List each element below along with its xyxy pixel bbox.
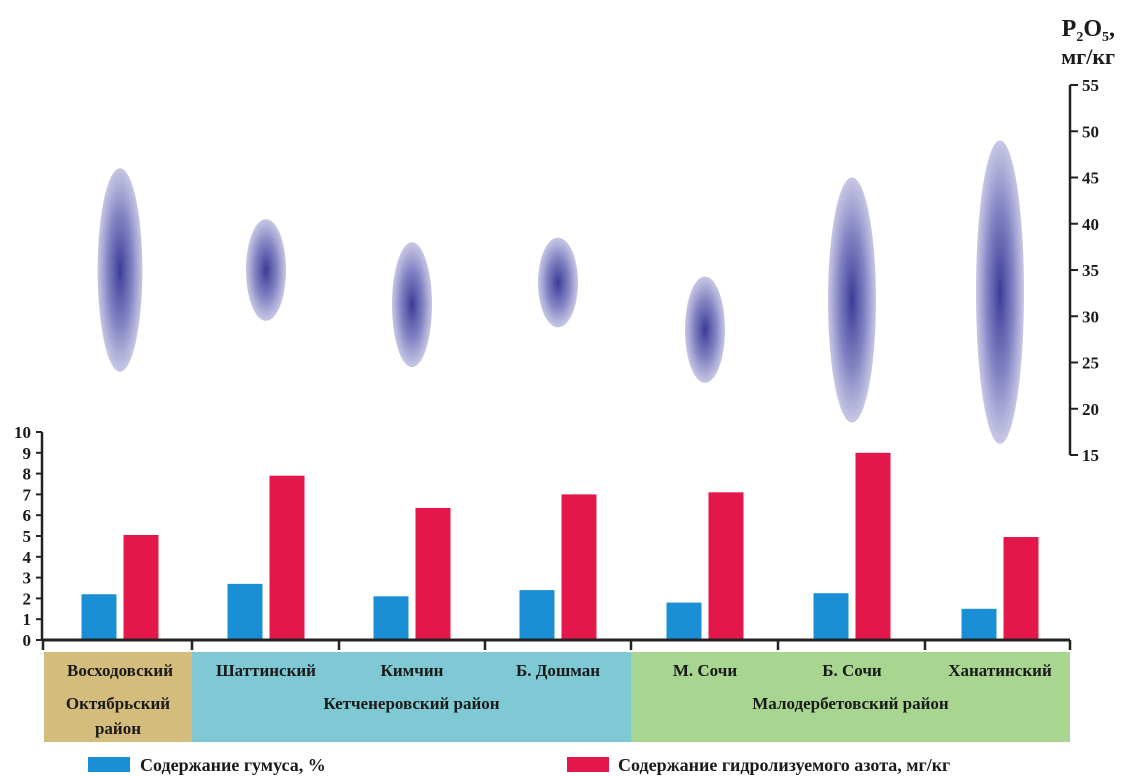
p2o5-range-ellipse bbox=[685, 276, 725, 383]
p2o5-range-ellipse bbox=[976, 140, 1024, 444]
right-tick-label: 15 bbox=[1082, 446, 1099, 465]
left-tick-label: 0 bbox=[23, 631, 32, 650]
humus-bar bbox=[519, 590, 555, 640]
right-tick-label: 20 bbox=[1082, 400, 1099, 419]
right-axis-title-part: , bbox=[1109, 16, 1115, 42]
right-tick-label: 45 bbox=[1082, 169, 1099, 188]
nitrogen-bar bbox=[123, 534, 159, 640]
nitrogen-bar bbox=[1003, 537, 1039, 640]
right-tick-label: 25 bbox=[1082, 354, 1099, 373]
district-box bbox=[192, 652, 631, 742]
p2o5-range-ellipse bbox=[392, 242, 432, 368]
category-label: Восходовский bbox=[67, 661, 173, 680]
left-tick-label: 6 bbox=[23, 506, 32, 525]
nitrogen-bar bbox=[708, 492, 744, 640]
right-axis-title-part: P bbox=[1062, 16, 1077, 42]
right-tick-label: 55 bbox=[1082, 76, 1099, 95]
humus-bar bbox=[666, 602, 702, 640]
humus-bar bbox=[813, 593, 849, 640]
right-tick-label: 30 bbox=[1082, 307, 1099, 326]
humus-bar bbox=[81, 594, 117, 640]
p2o5-ellipses bbox=[97, 140, 1024, 444]
p2o5-range-ellipse bbox=[828, 177, 876, 423]
left-tick-label: 10 bbox=[14, 423, 31, 442]
left-tick-label: 4 bbox=[23, 548, 32, 567]
humus-bar bbox=[961, 608, 997, 640]
humus-bar bbox=[373, 596, 409, 640]
right-tick-label: 35 bbox=[1082, 261, 1099, 280]
left-tick-label: 1 bbox=[23, 610, 32, 629]
district-label: Кетченеровский район bbox=[323, 694, 499, 713]
legend-label-humus: Содержание гумуса, % bbox=[140, 755, 326, 775]
left-tick-label: 3 bbox=[23, 569, 32, 588]
p2o5-range-ellipse bbox=[246, 219, 286, 321]
nitrogen-bar bbox=[269, 475, 305, 640]
legend-swatch-nitrogen bbox=[567, 757, 609, 772]
nitrogen-bar bbox=[415, 507, 451, 640]
right-axis-title: P2O5, bbox=[1062, 16, 1115, 45]
p2o5-range-ellipse bbox=[538, 237, 578, 328]
district-box bbox=[44, 652, 192, 742]
right-tick-label: 40 bbox=[1082, 215, 1099, 234]
right-axis-unit: мг/кг bbox=[1061, 44, 1115, 69]
legend: Содержание гумуса, % Содержание гидролизу… bbox=[88, 755, 950, 775]
category-label: Кимчин bbox=[381, 661, 444, 680]
district-label: Октябрьский bbox=[66, 694, 170, 713]
category-label: Шаттинский bbox=[216, 661, 316, 680]
p2o5-range-ellipse bbox=[97, 168, 143, 372]
nitrogen-bar bbox=[561, 494, 597, 640]
nitrogen-bar bbox=[855, 452, 891, 640]
left-tick-label: 5 bbox=[23, 527, 32, 546]
right-tick-label: 50 bbox=[1082, 122, 1099, 141]
left-tick-label: 9 bbox=[23, 444, 32, 463]
category-label: Ханатинский bbox=[948, 661, 1052, 680]
district-label: район bbox=[95, 719, 141, 738]
legend-label-nitrogen: Содержание гидролизуемого азота, мг/кг bbox=[618, 755, 950, 775]
legend-swatch-humus bbox=[88, 757, 130, 772]
district-label: Малодербетовский район bbox=[752, 694, 949, 713]
left-tick-label: 2 bbox=[23, 589, 32, 608]
left-tick-label: 8 bbox=[23, 465, 32, 484]
right-axis-title-subscript: 5 bbox=[1102, 30, 1109, 45]
category-label: Б. Сочи bbox=[822, 661, 882, 680]
category-label: Б. Дошман bbox=[516, 661, 600, 680]
category-label: М. Сочи bbox=[673, 661, 737, 680]
bars bbox=[81, 452, 1039, 640]
district-boxes: Октябрьский район Кетченеровский район Мало… bbox=[44, 652, 1070, 742]
left-tick-label: 7 bbox=[23, 485, 32, 504]
humus-bar bbox=[227, 583, 263, 640]
district-box bbox=[631, 652, 1070, 742]
right-axis-title-part: O bbox=[1083, 16, 1102, 42]
right-axis-title-subscript: 2 bbox=[1076, 30, 1083, 45]
